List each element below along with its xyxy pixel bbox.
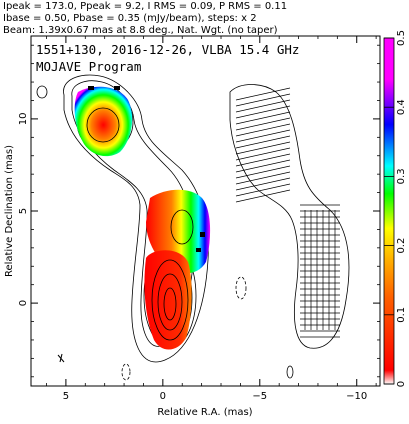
pol-vector xyxy=(235,93,291,107)
header-line-2: Ibase = 0.50, Pbase = 0.35 (mJy/beam), s… xyxy=(3,13,257,24)
header-line-1: Ipeak = 173.0, Ppeak = 9.2, I RMS = 0.09… xyxy=(3,1,287,12)
colorbar-tick-label: 0.4 xyxy=(396,99,407,115)
y-tick-label: 5 xyxy=(18,208,29,214)
colorbar-tick-label: 0.3 xyxy=(396,168,407,184)
pol-vector xyxy=(235,165,291,179)
pol-vector xyxy=(235,171,291,185)
chart-title: 1551+130, 2016-12-26, VLBA 15.4 GHz xyxy=(36,42,299,57)
pol-vector xyxy=(235,135,291,149)
pol-vector xyxy=(235,129,291,143)
pol-vector xyxy=(235,153,291,167)
pol-vector xyxy=(235,177,291,191)
pol-vector xyxy=(235,189,291,203)
pol-vector xyxy=(235,183,291,197)
x-axis-label: Relative R.A. (mas) xyxy=(157,407,252,418)
x-tick-label: −10 xyxy=(346,391,367,402)
pol-vector xyxy=(235,123,291,137)
header-line-3: Beam: 1.39x0.67 mas at 8.8 deg., Nat. Wg… xyxy=(3,25,278,36)
x-axis: 5 0 −5 −10 xyxy=(46,36,377,402)
pol-vector xyxy=(235,141,291,155)
colorbar-tick-label: 0.2 xyxy=(396,238,407,254)
colorbar-tick-label: 0.5 xyxy=(396,30,407,46)
pol-vector xyxy=(235,105,291,119)
pol-vector xyxy=(235,147,291,161)
y-axis: 0 5 10 xyxy=(18,44,380,378)
pol-vector xyxy=(235,117,291,131)
y-axis-label: Relative Declination (mas) xyxy=(4,145,15,277)
colorbar: 0 0.1 0.2 0.3 0.4 0.5 xyxy=(383,30,407,387)
colorbar-fill xyxy=(383,37,395,385)
pol-vector xyxy=(235,99,291,113)
x-tick-label: 5 xyxy=(63,391,69,402)
x-tick-label: −5 xyxy=(252,391,267,402)
north-colour-patch xyxy=(74,86,133,157)
colorbar-tick-label: 0 xyxy=(396,381,407,387)
y-tick-label: 0 xyxy=(18,300,29,306)
x-tick-label: 0 xyxy=(160,391,166,402)
beam-marker xyxy=(57,353,65,363)
pol-vector xyxy=(235,87,291,101)
y-tick-label: 10 xyxy=(18,113,29,126)
colorbar-tick-label: 0.1 xyxy=(396,307,407,323)
polarization-vectors xyxy=(235,87,340,338)
chart-subtitle: MOJAVE Program xyxy=(36,59,141,74)
pol-vector xyxy=(235,159,291,173)
core-contours-overlay xyxy=(86,107,194,341)
pol-vector xyxy=(235,111,291,125)
